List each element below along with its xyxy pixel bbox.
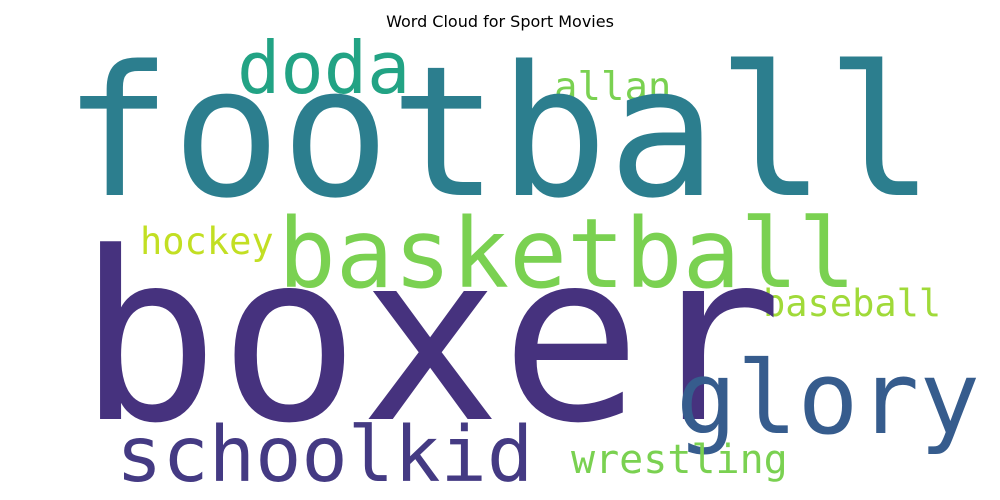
word-basketball: basketball bbox=[278, 198, 856, 310]
word-hockey: hockey bbox=[140, 220, 274, 263]
word-doda: doda bbox=[237, 26, 411, 110]
word-schoolkid: schoolkid bbox=[116, 411, 534, 500]
chart-title: Word Cloud for Sport Movies bbox=[386, 12, 614, 31]
word-wrestling: wrestling bbox=[571, 437, 788, 483]
word-allan: allan bbox=[554, 65, 672, 110]
word-glory: glory bbox=[676, 339, 981, 457]
word-boxer: boxer bbox=[78, 203, 783, 475]
word-baseball: baseball bbox=[763, 282, 942, 325]
word-football: football bbox=[63, 27, 935, 238]
